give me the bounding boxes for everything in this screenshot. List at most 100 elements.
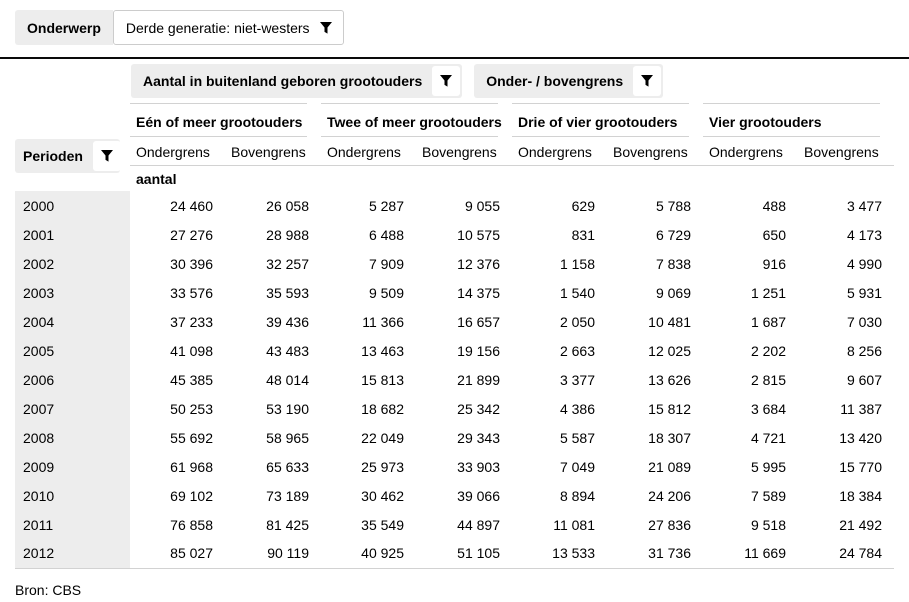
cell-value: 2 815 bbox=[750, 371, 786, 388]
column-group-drie-of-vier: Drie of vier grootouders bbox=[512, 103, 703, 137]
cell-value: 3 684 bbox=[750, 400, 786, 417]
cell-value: 7 589 bbox=[750, 487, 786, 504]
cell-value: 5 287 bbox=[368, 197, 404, 214]
cell-value: 5 788 bbox=[655, 197, 691, 214]
cell-value: 61 968 bbox=[170, 458, 213, 475]
corner-spacer bbox=[15, 103, 130, 137]
cell-value: 7 909 bbox=[368, 255, 404, 272]
cell-value: 18 307 bbox=[648, 429, 691, 446]
row-period: 2002 bbox=[15, 249, 130, 278]
cell-value: 32 257 bbox=[266, 255, 309, 272]
table-row: 2006 45 385 48 014 15 813 21 899 3 377 13 626… bbox=[15, 365, 894, 394]
cell-value: 14 375 bbox=[457, 284, 500, 301]
topic-filter-value[interactable]: Derde generatie: niet-westers bbox=[112, 10, 344, 45]
cell-value: 13 626 bbox=[648, 371, 691, 388]
filter-pill-grens[interactable]: Onder- / bovengrens bbox=[474, 64, 664, 98]
table-row: 2007 50 253 53 190 18 682 25 342 4 386 15 812… bbox=[15, 394, 894, 423]
cell-value: 3 377 bbox=[559, 371, 595, 388]
cell-value: 30 396 bbox=[170, 255, 213, 272]
cell-value: 16 657 bbox=[457, 313, 500, 330]
cell-value: 21 492 bbox=[839, 516, 883, 533]
cell-value: 27 276 bbox=[170, 226, 213, 243]
cell-value: 45 385 bbox=[170, 371, 213, 388]
unit-row: aantal bbox=[15, 166, 894, 192]
filter-pill-label: Aantal in buitenland geboren grootouders bbox=[143, 73, 423, 89]
cell-value: 50 253 bbox=[170, 400, 213, 417]
cell-value: 33 903 bbox=[457, 458, 500, 475]
row-period: 2012 bbox=[15, 539, 130, 569]
cell-value: 2 050 bbox=[559, 313, 595, 330]
cell-value: 22 049 bbox=[361, 429, 404, 446]
cell-value: 41 098 bbox=[170, 342, 213, 359]
cell-value: 21 899 bbox=[457, 371, 500, 388]
row-period: 2009 bbox=[15, 452, 130, 481]
cell-value: 8 256 bbox=[846, 342, 883, 359]
table-row: 2010 69 102 73 189 30 462 39 066 8 894 24 206… bbox=[15, 481, 894, 510]
cell-value: 65 633 bbox=[266, 458, 309, 475]
cell-value: 4 990 bbox=[846, 255, 883, 272]
unit-label: aantal bbox=[136, 171, 177, 187]
cell-value: 26 058 bbox=[266, 197, 309, 214]
cell-value: 7 838 bbox=[655, 255, 691, 272]
row-period: 2008 bbox=[15, 423, 130, 452]
cell-value: 13 420 bbox=[839, 429, 883, 446]
row-period: 2010 bbox=[15, 481, 130, 510]
row-period: 2004 bbox=[15, 307, 130, 336]
cell-value: 24 206 bbox=[648, 487, 691, 504]
cell-value: 15 812 bbox=[648, 400, 691, 417]
cell-value: 5 931 bbox=[846, 284, 883, 301]
filter-icon[interactable] bbox=[92, 141, 121, 171]
column-header-ondergrens: Ondergrens bbox=[703, 137, 798, 166]
cell-value: 58 965 bbox=[266, 429, 309, 446]
cell-value: 1 687 bbox=[750, 313, 786, 330]
cell-value: 44 897 bbox=[457, 516, 500, 533]
cell-value: 25 973 bbox=[361, 458, 404, 475]
filter-icon[interactable] bbox=[633, 66, 662, 96]
cell-value: 6 729 bbox=[655, 226, 691, 243]
cell-value: 11 669 bbox=[703, 539, 798, 569]
cell-value: 35 593 bbox=[266, 284, 309, 301]
filter-icon[interactable] bbox=[319, 21, 333, 35]
cell-value: 53 190 bbox=[266, 400, 309, 417]
cell-value: 10 575 bbox=[457, 226, 500, 243]
cell-value: 31 736 bbox=[607, 539, 703, 569]
topic-filter-label: Onderwerp bbox=[15, 10, 113, 45]
cell-value: 21 089 bbox=[648, 458, 691, 475]
row-period: 2003 bbox=[15, 278, 130, 307]
cell-value: 2 202 bbox=[750, 342, 786, 359]
table-row: 2009 61 968 65 633 25 973 33 903 7 049 21 089… bbox=[15, 452, 894, 481]
cell-value: 12 376 bbox=[457, 255, 500, 272]
filter-pill-grootouders[interactable]: Aantal in buitenland geboren grootouders bbox=[131, 64, 463, 98]
perioden-filter-pill[interactable]: Perioden bbox=[15, 139, 121, 173]
filter-icon[interactable] bbox=[432, 66, 461, 96]
row-period: 2005 bbox=[15, 336, 130, 365]
cell-value: 1 251 bbox=[750, 284, 786, 301]
column-header-ondergrens: Ondergrens bbox=[321, 137, 416, 166]
cell-value: 19 156 bbox=[457, 342, 500, 359]
column-header-bovengrens: Bovengrens bbox=[225, 137, 321, 166]
column-group-header-row: Eén of meer grootouders Twee of meer gro… bbox=[15, 103, 894, 137]
column-header-bovengrens: Bovengrens bbox=[798, 137, 895, 166]
cell-value: 39 436 bbox=[266, 313, 309, 330]
cell-value: 10 481 bbox=[648, 313, 691, 330]
cell-value: 39 066 bbox=[457, 487, 500, 504]
cell-value: 37 233 bbox=[170, 313, 213, 330]
column-group-vier: Vier grootouders bbox=[703, 103, 894, 137]
cell-value: 55 692 bbox=[170, 429, 213, 446]
column-group-twee-of-meer: Twee of meer grootouders bbox=[321, 103, 512, 137]
cell-value: 6 488 bbox=[368, 226, 404, 243]
table-row: 2005 41 098 43 483 13 463 19 156 2 663 12 025… bbox=[15, 336, 894, 365]
cell-value: 12 025 bbox=[648, 342, 691, 359]
source-note: Bron: CBS bbox=[15, 581, 82, 598]
cell-value: 40 925 bbox=[321, 539, 416, 569]
filter-pill-label: Onder- / bovengrens bbox=[486, 73, 624, 89]
cell-value: 9 518 bbox=[750, 516, 786, 533]
cell-value: 916 bbox=[762, 255, 786, 272]
cell-value: 7 049 bbox=[559, 458, 595, 475]
cell-value: 3 477 bbox=[846, 197, 883, 214]
cell-value: 4 386 bbox=[559, 400, 595, 417]
table-row: 2012 85 027 90 119 40 925 51 105 13 533 31 73… bbox=[15, 539, 895, 569]
column-group-een-of-meer: Eén of meer grootouders bbox=[130, 103, 321, 137]
cell-value: 29 343 bbox=[457, 429, 500, 446]
row-period: 2007 bbox=[15, 394, 130, 423]
